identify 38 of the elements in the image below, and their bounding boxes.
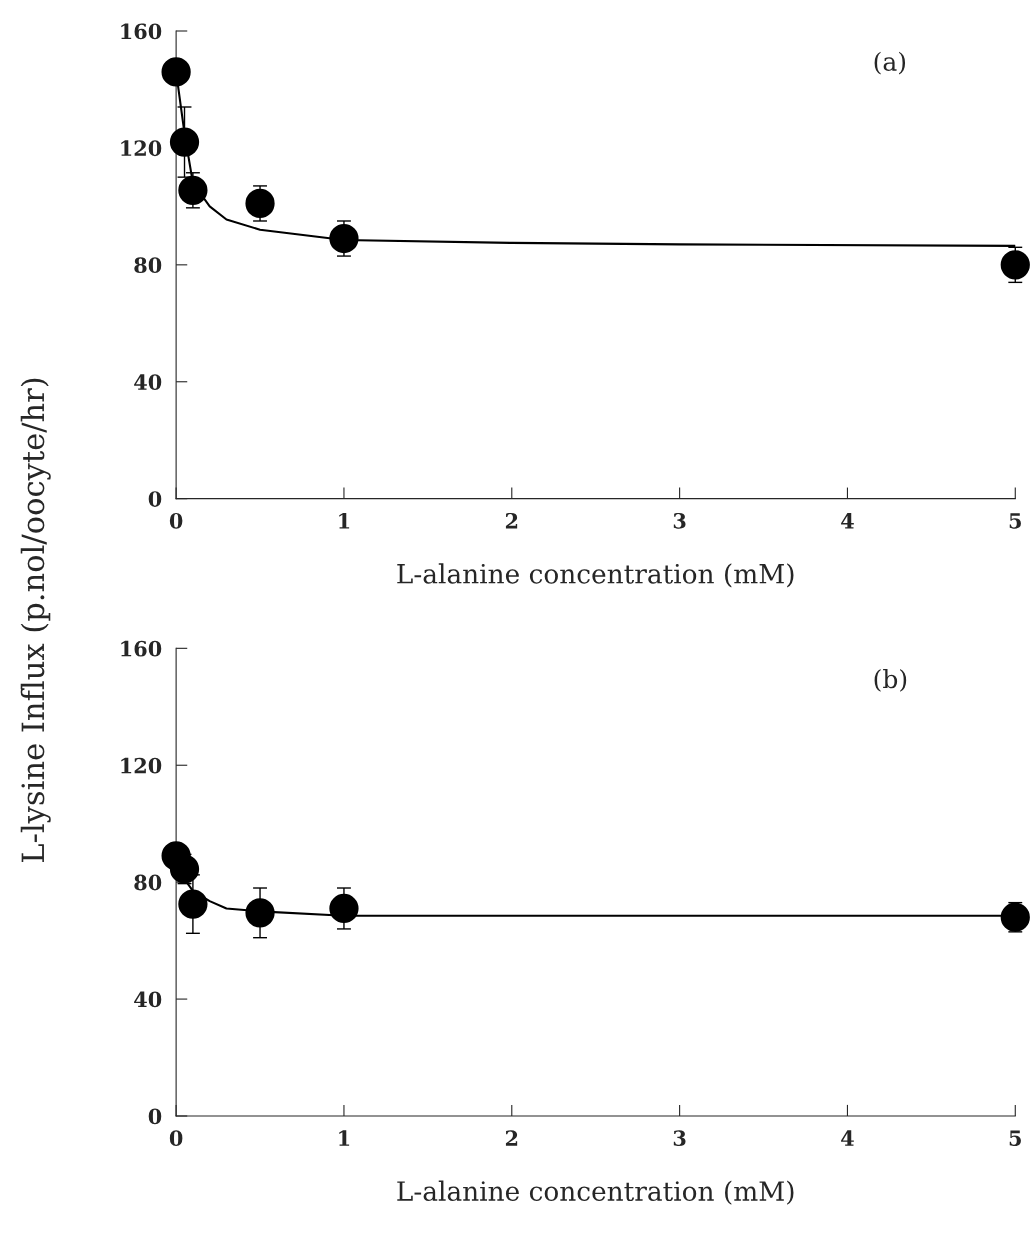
x-tick-label: 4 xyxy=(841,512,854,529)
point xyxy=(178,175,208,205)
x-axis-title: L-alanine concentration (mM) xyxy=(397,563,794,588)
y-tick-label: 120 xyxy=(121,140,162,157)
point xyxy=(178,889,208,919)
y-tick-label: 0 xyxy=(148,491,162,507)
x-tick-label: 2 xyxy=(505,512,518,529)
x-axis-title: L-alanine concentration (mM) xyxy=(397,1180,794,1205)
y-tick-label: 160 xyxy=(121,640,162,657)
point xyxy=(245,188,275,219)
point xyxy=(245,898,275,928)
y-tick-label: 40 xyxy=(134,991,162,1008)
x-tick-label: 1 xyxy=(339,1130,350,1146)
x-tick-label: 3 xyxy=(673,1130,686,1147)
annotation: (b) xyxy=(874,668,907,692)
point xyxy=(329,893,359,924)
annotation: (a) xyxy=(874,51,906,75)
y-axis-title: L-lysine Influx (p.nol/oocyte/hr) xyxy=(20,378,51,863)
point xyxy=(1000,902,1030,932)
y-tick-label: 40 xyxy=(134,374,162,390)
y-tick-label: 80 xyxy=(134,257,162,274)
y-tick-label: 160 xyxy=(121,23,162,40)
x-tick-label: 4 xyxy=(841,1130,854,1146)
point xyxy=(169,854,200,884)
x-tick-label: 3 xyxy=(673,512,686,529)
x-tick-label: 1 xyxy=(339,512,350,529)
y-tick-label: 0 xyxy=(148,1108,162,1125)
x-tick-label: 0 xyxy=(169,512,183,529)
point xyxy=(169,127,200,157)
point xyxy=(329,223,359,254)
y-tick-label: 120 xyxy=(121,757,162,774)
point xyxy=(1000,250,1030,280)
y-tick-label: 80 xyxy=(134,874,162,891)
x-tick-label: 2 xyxy=(505,1130,518,1146)
x-tick-label: 5 xyxy=(1009,1130,1021,1147)
x-tick-label: 5 xyxy=(1009,513,1021,529)
x-tick-label: 0 xyxy=(169,1130,183,1147)
point xyxy=(161,57,191,87)
